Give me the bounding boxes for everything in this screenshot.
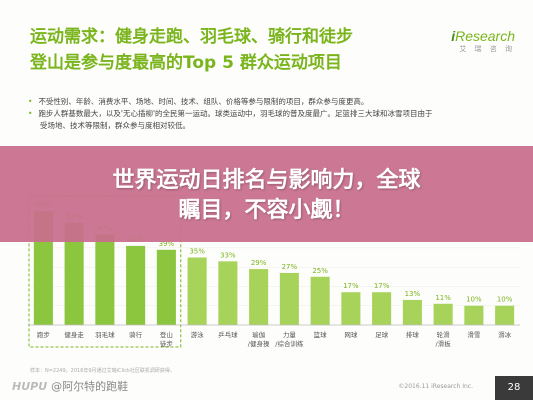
category-label-4-0: 登山 <box>160 330 173 339</box>
category-label-15: 滑冰 <box>498 330 512 339</box>
bar-6 <box>218 261 238 325</box>
bar-value-label-8: 27% <box>282 263 298 271</box>
bar-value-label-9: 25% <box>312 267 328 275</box>
footer-note: 样本：N=2249，2016年9月通过艾瑞iClick社区联机调研获得。 <box>30 368 175 374</box>
slide-title: 运动需求：健身走跑、羽毛球、骑行和徒步 登山是参与度最高的Top 5 群众运动项… <box>30 24 430 76</box>
bar-15 <box>495 305 515 325</box>
bar-value-label-14: 10% <box>466 296 482 304</box>
logo-word: Research <box>455 28 515 44</box>
bar-4 <box>156 249 176 325</box>
bar-value-label-13: 11% <box>435 294 451 302</box>
logo-prefix: i <box>451 28 456 44</box>
category-label-13-1: /滑板 <box>436 339 452 348</box>
source-copyright: ©2016.11 iResearch Inc. <box>398 383 473 390</box>
logo-sub: 艾 瑞 咨 询 <box>459 45 515 53</box>
iresearch-logo: iResearch 艾 瑞 咨 询 <box>451 28 515 54</box>
bar-value-label-15: 10% <box>497 296 513 304</box>
category-label-11: 足球 <box>375 330 389 339</box>
bar-value-label-10: 17% <box>343 282 359 290</box>
category-label-5: 游泳 <box>191 330 205 339</box>
category-label-0: 跑步 <box>37 330 51 339</box>
bar-3 <box>126 245 146 325</box>
bar-value-label-6: 33% <box>220 251 236 259</box>
bar-value-label-5: 35% <box>189 248 205 256</box>
watermark-text: @阿尔特的跑鞋 <box>51 380 129 393</box>
category-label-12: 排球 <box>406 330 420 339</box>
category-label-2: 羽毛球 <box>95 330 115 339</box>
bar-10 <box>341 292 361 325</box>
category-label-10: 网球 <box>344 330 358 339</box>
bullet-2: 跑步人群基数最大，以及'无心插柳'的全民第一运动。球类运动中，羽毛球的普及度最广… <box>28 108 498 120</box>
headline-banner: 世界运动日排名与影响力，全球 瞩目，不容小觑！ <box>0 146 533 242</box>
headline-text: 世界运动日排名与影响力，全球 瞩目，不容小觑！ <box>0 166 533 226</box>
bar-14 <box>464 305 484 325</box>
bar-11 <box>372 292 392 325</box>
bar-1 <box>64 222 84 325</box>
bar-12 <box>402 299 422 325</box>
category-label-1: 健身走 <box>64 330 84 339</box>
category-label-7-0: 瑜伽 <box>252 330 265 339</box>
category-label-9: 篮球 <box>314 330 328 339</box>
bar-value-label-11: 17% <box>374 282 390 290</box>
category-label-4-1: 徒步 <box>160 339 174 348</box>
headline-line2: 瞩目，不容小觑！ <box>178 198 355 223</box>
category-label-13-0: 轮滑 <box>437 330 451 339</box>
bullet-list: 不受性别、年龄、消费水平、场地、时间、技术、组队、价格等参与限制的项目，群众参与… <box>28 96 498 132</box>
slide-title-line2: 登山是参与度最高的Top 5 群众运动项目 <box>30 53 342 73</box>
category-label-8-1: /综合训练 <box>275 339 304 348</box>
bullet-2-cont: 受场地、技术等限制，群众参与度相对较低。 <box>40 121 190 130</box>
category-label-7-1: /健身操 <box>248 339 270 348</box>
bar-value-label-7: 29% <box>251 259 267 267</box>
bar-2 <box>95 234 115 325</box>
watermark: HUPU @阿尔特的跑鞋 <box>12 378 128 394</box>
bar-7 <box>249 269 269 325</box>
bullet-1: 不受性别、年龄、消费水平、场地、时间、技术、组队、价格等参与限制的项目，群众参与… <box>28 96 498 108</box>
bar-13 <box>433 303 453 325</box>
bar-chart: 59%跑步53%健身走47%羽毛球41%骑行39%登山徒步35%游泳33%乒乓球… <box>28 190 520 348</box>
bar-value-label-4: 39% <box>159 240 175 248</box>
category-label-8-0: 力量 <box>283 330 297 339</box>
category-label-6: 乒乓球 <box>218 330 238 339</box>
logo-main: iResearch <box>451 28 515 44</box>
slide-title-line1: 运动需求：健身走跑、羽毛球、骑行和徒步 <box>30 27 353 47</box>
page-number: 28 <box>495 376 533 400</box>
headline-line1: 世界运动日排名与影响力，全球 <box>112 168 421 193</box>
watermark-logo: HUPU <box>12 380 48 393</box>
bar-5 <box>187 257 207 325</box>
category-label-14: 滑雪 <box>467 330 480 339</box>
bar-value-label-12: 13% <box>405 290 421 298</box>
category-label-3: 骑行 <box>129 330 143 339</box>
bar-9 <box>310 276 330 325</box>
bar-8 <box>279 272 299 325</box>
